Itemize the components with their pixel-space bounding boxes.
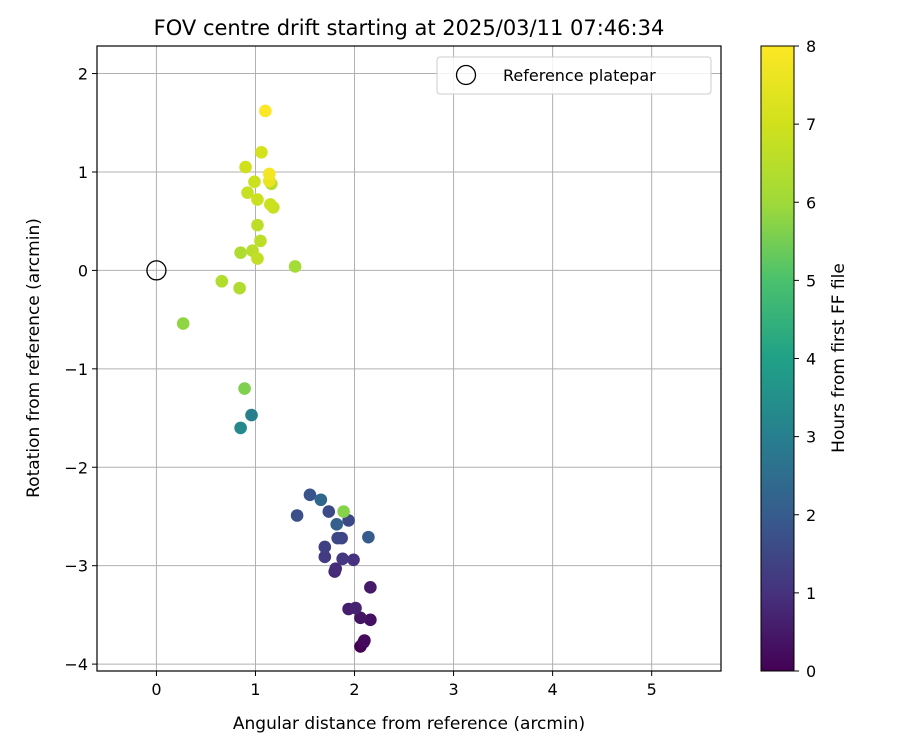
data-point	[337, 505, 350, 518]
y-tick-label: 2	[78, 65, 88, 84]
x-tick-label: 0	[151, 680, 161, 699]
x-axis-label: Angular distance from reference (arcmin)	[233, 714, 585, 734]
data-point	[336, 552, 349, 566]
data-point	[251, 252, 264, 265]
grid-layer	[97, 46, 721, 671]
colorbar-tick-label: 0	[806, 662, 816, 681]
colorbar-tick-label: 2	[806, 506, 816, 525]
reference-layer	[146, 260, 167, 281]
data-point	[254, 234, 267, 248]
y-axis-label: Rotation from reference (arcmin)	[24, 218, 44, 498]
data-point	[354, 611, 367, 625]
colorbar-tick-label: 7	[806, 115, 816, 134]
colorbar: 0 1 2 3 4 5 6 7 8 Hours from first FF file	[760, 37, 849, 681]
data-point	[263, 167, 276, 181]
data-point	[349, 601, 362, 615]
data-point	[290, 509, 304, 522]
colorbar-tick-label: 6	[806, 193, 816, 212]
data-point	[239, 160, 252, 174]
x-tick-label: 1	[250, 680, 260, 699]
data-point	[318, 540, 332, 554]
colorbar-tick-label: 5	[806, 271, 816, 290]
data-point	[331, 531, 344, 545]
x-tick-label: 3	[448, 680, 458, 699]
plot-frame	[96, 45, 722, 672]
data-point	[215, 274, 229, 288]
reference-platepar-marker	[146, 260, 167, 281]
data-point	[233, 281, 246, 295]
colorbar-label: Hours from first FF file	[829, 263, 849, 453]
data-point	[329, 562, 343, 575]
x-tick-label: 2	[349, 680, 359, 699]
colorbar-gradient	[760, 45, 795, 672]
data-point	[234, 421, 247, 435]
data-point	[234, 246, 247, 259]
data-point	[314, 493, 328, 507]
data-point	[176, 317, 190, 330]
data-point	[251, 193, 264, 206]
points-layer	[176, 104, 377, 653]
chart-title: FOV centre drift starting at 2025/03/11 …	[154, 16, 665, 40]
data-point	[241, 186, 254, 199]
y-tick-label: −3	[64, 557, 88, 576]
y-tick-label: 1	[78, 163, 88, 182]
data-point	[330, 518, 343, 531]
data-point	[245, 408, 258, 422]
data-point	[288, 260, 302, 273]
data-point	[347, 553, 360, 567]
colorbar-tick-label: 8	[806, 37, 816, 56]
data-point	[259, 104, 272, 118]
data-point	[364, 613, 377, 627]
data-point	[322, 505, 336, 518]
y-tick-label: −2	[64, 458, 88, 477]
data-point	[318, 550, 332, 564]
legend-box	[436, 56, 712, 95]
data-point	[255, 145, 268, 159]
data-point	[358, 634, 371, 647]
legend-label: Reference platepar	[503, 66, 656, 85]
colorbar-ticks: 0 1 2 3 4 5 6 7 8	[794, 37, 816, 681]
x-ticks: 0 1 2 3 4 5	[151, 671, 657, 699]
data-point	[364, 581, 377, 594]
data-point	[238, 382, 251, 395]
data-point	[251, 218, 264, 232]
legend: Reference platepar	[436, 56, 712, 95]
colorbar-tick-label: 3	[806, 428, 816, 447]
data-point	[264, 198, 277, 211]
data-point	[362, 530, 375, 544]
data-point	[303, 488, 317, 502]
data-point	[248, 175, 261, 189]
y-ticks: −4 −3 −2 −1 0 1 2	[64, 65, 97, 674]
legend-marker	[455, 64, 477, 86]
y-tick-label: −1	[64, 360, 88, 379]
y-tick-label: −4	[64, 655, 88, 674]
x-tick-label: 4	[548, 680, 558, 699]
colorbar-tick-label: 4	[806, 350, 816, 369]
x-tick-label: 5	[647, 680, 657, 699]
y-tick-label: 0	[78, 261, 88, 280]
colorbar-tick-label: 1	[806, 584, 816, 603]
